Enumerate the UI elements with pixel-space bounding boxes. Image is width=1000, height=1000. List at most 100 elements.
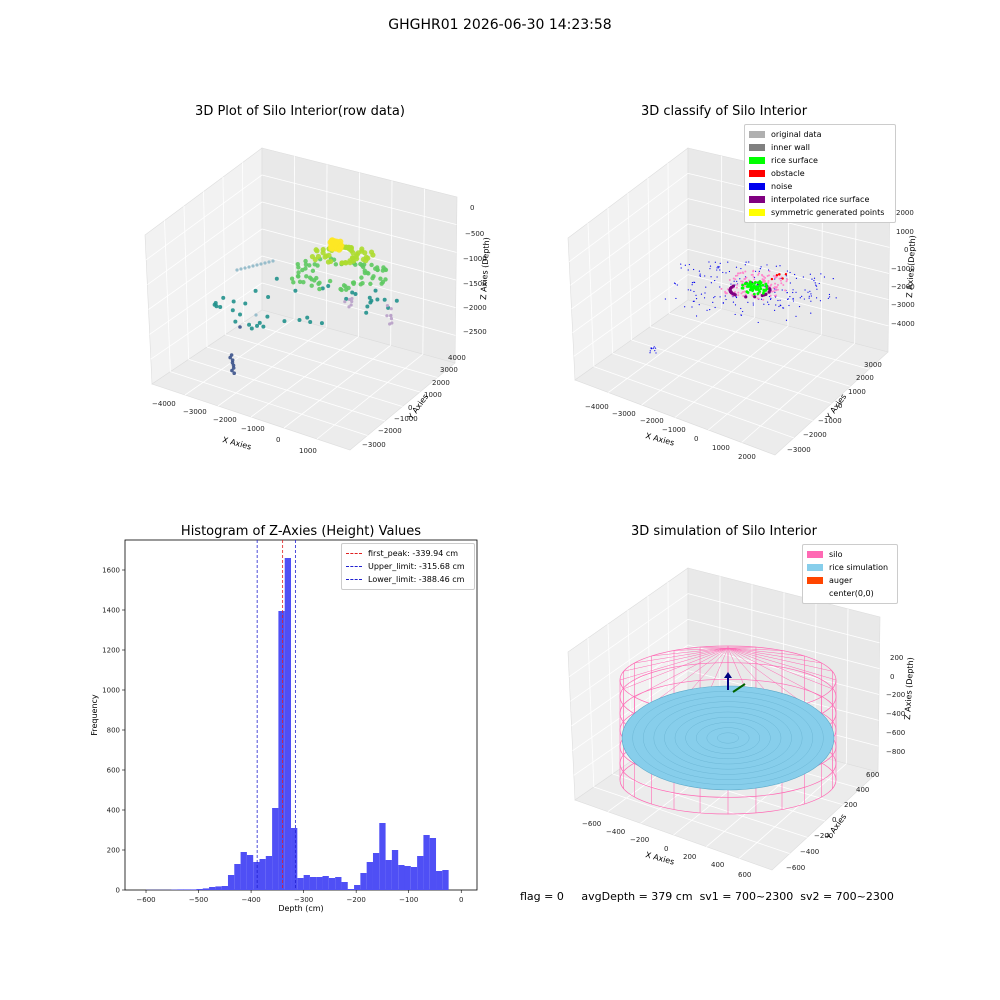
scatter-point <box>773 294 776 297</box>
scatter-point <box>371 274 376 279</box>
scatter-point <box>762 279 765 282</box>
sv2-range: sv2 = 700~2300 <box>800 890 894 903</box>
legend-swatch <box>749 170 765 177</box>
scatter-point <box>786 270 788 272</box>
legend-entry: interpolated rice surface <box>749 193 891 206</box>
scatter-point <box>754 280 757 284</box>
scatter-point <box>346 244 352 250</box>
scatter-point <box>332 239 339 246</box>
scatter-point <box>728 288 732 292</box>
scatter-point <box>754 289 757 292</box>
scatter-point <box>369 262 374 268</box>
scatter-point <box>741 283 744 287</box>
scatter-point <box>722 271 724 274</box>
scatter-point <box>820 273 822 275</box>
scatter-point <box>777 299 779 302</box>
silo-ring <box>619 745 837 815</box>
legend-entry: first_peak: -339.94 cm <box>346 547 470 560</box>
scatter-point <box>737 291 740 294</box>
scatter-point <box>327 239 334 246</box>
scatter-point <box>811 278 813 280</box>
scatter-point <box>792 297 794 300</box>
scatter-point <box>335 239 342 246</box>
histogram-y-label: Frequency <box>90 694 99 736</box>
scatter-point <box>753 286 757 290</box>
scatter-point <box>732 286 735 289</box>
scatter-point <box>263 261 267 265</box>
histogram-bar <box>278 611 285 890</box>
scatter-point <box>758 282 762 286</box>
scatter-point <box>724 291 727 294</box>
plot4-y-tick: 400 <box>856 786 869 794</box>
scatter-point <box>728 270 731 273</box>
scatter-point <box>730 289 733 292</box>
scatter-point <box>333 243 340 250</box>
scatter-point <box>695 315 698 317</box>
scatter-point <box>330 239 337 246</box>
scatter-point <box>332 244 338 251</box>
legend-swatch <box>807 564 823 571</box>
scatter-point <box>776 288 779 291</box>
scatter-point <box>764 276 767 279</box>
scatter-point <box>710 282 712 284</box>
histogram-y-tick: 1600 <box>102 567 120 575</box>
scatter-point <box>300 267 305 273</box>
silo-roof-line <box>651 647 729 705</box>
scatter-point <box>744 295 748 299</box>
scatter-point <box>359 246 365 252</box>
scatter-point <box>719 269 721 271</box>
scatter-point <box>333 262 339 267</box>
scatter-point <box>235 268 239 272</box>
scatter-point <box>753 295 757 299</box>
scatter-point <box>737 272 740 275</box>
plot4-y-label: Y Axies <box>824 812 849 842</box>
scatter-point <box>748 283 752 286</box>
silo-roof-line <box>727 647 822 698</box>
silo-roof-line <box>727 647 833 672</box>
histogram-bar <box>404 866 411 890</box>
scatter-point <box>247 265 251 269</box>
scatter-point <box>304 274 309 279</box>
plot1-y-label: Y Axies <box>406 392 431 422</box>
scatter-point <box>741 282 744 285</box>
scatter-point <box>752 275 755 278</box>
scatter-point <box>346 246 353 252</box>
scatter-point <box>809 273 811 275</box>
scatter-point <box>340 244 346 250</box>
scatter-point <box>337 243 344 250</box>
scatter-point <box>763 303 765 305</box>
histogram-y-tick: 800 <box>107 727 120 735</box>
scatter-point <box>343 244 349 251</box>
plot1-z-tick: −1500 <box>463 280 487 288</box>
scatter-point <box>698 270 701 272</box>
plot1-y-tick: −1000 <box>394 415 418 423</box>
scatter-point <box>732 277 735 280</box>
scatter-point <box>801 295 803 297</box>
scatter-point <box>756 288 760 292</box>
scatter-point <box>752 288 755 291</box>
scatter-point <box>786 291 788 294</box>
scatter-point <box>368 249 375 255</box>
scatter-point <box>369 298 374 303</box>
scatter-point <box>381 265 386 270</box>
scatter-point <box>724 290 727 293</box>
silo-roof-line <box>727 647 822 664</box>
scatter-point <box>664 298 666 300</box>
scatter-point <box>744 281 748 285</box>
scatter-point <box>756 282 761 286</box>
histogram-bar <box>309 877 317 890</box>
scatter-point <box>261 324 266 329</box>
scatter-point <box>333 238 340 245</box>
scatter-point <box>757 272 760 275</box>
scatter-point <box>741 284 743 286</box>
scatter-point <box>753 285 757 289</box>
scatter-point <box>789 282 791 284</box>
scatter-point <box>328 256 334 261</box>
scatter-point <box>709 268 711 270</box>
scatter-point <box>336 246 343 253</box>
scatter-point <box>674 283 676 285</box>
silo-ring <box>619 712 837 782</box>
scatter-point <box>687 289 689 291</box>
scatter-point <box>322 254 328 260</box>
plot2-z-tick: −4000 <box>891 320 915 328</box>
